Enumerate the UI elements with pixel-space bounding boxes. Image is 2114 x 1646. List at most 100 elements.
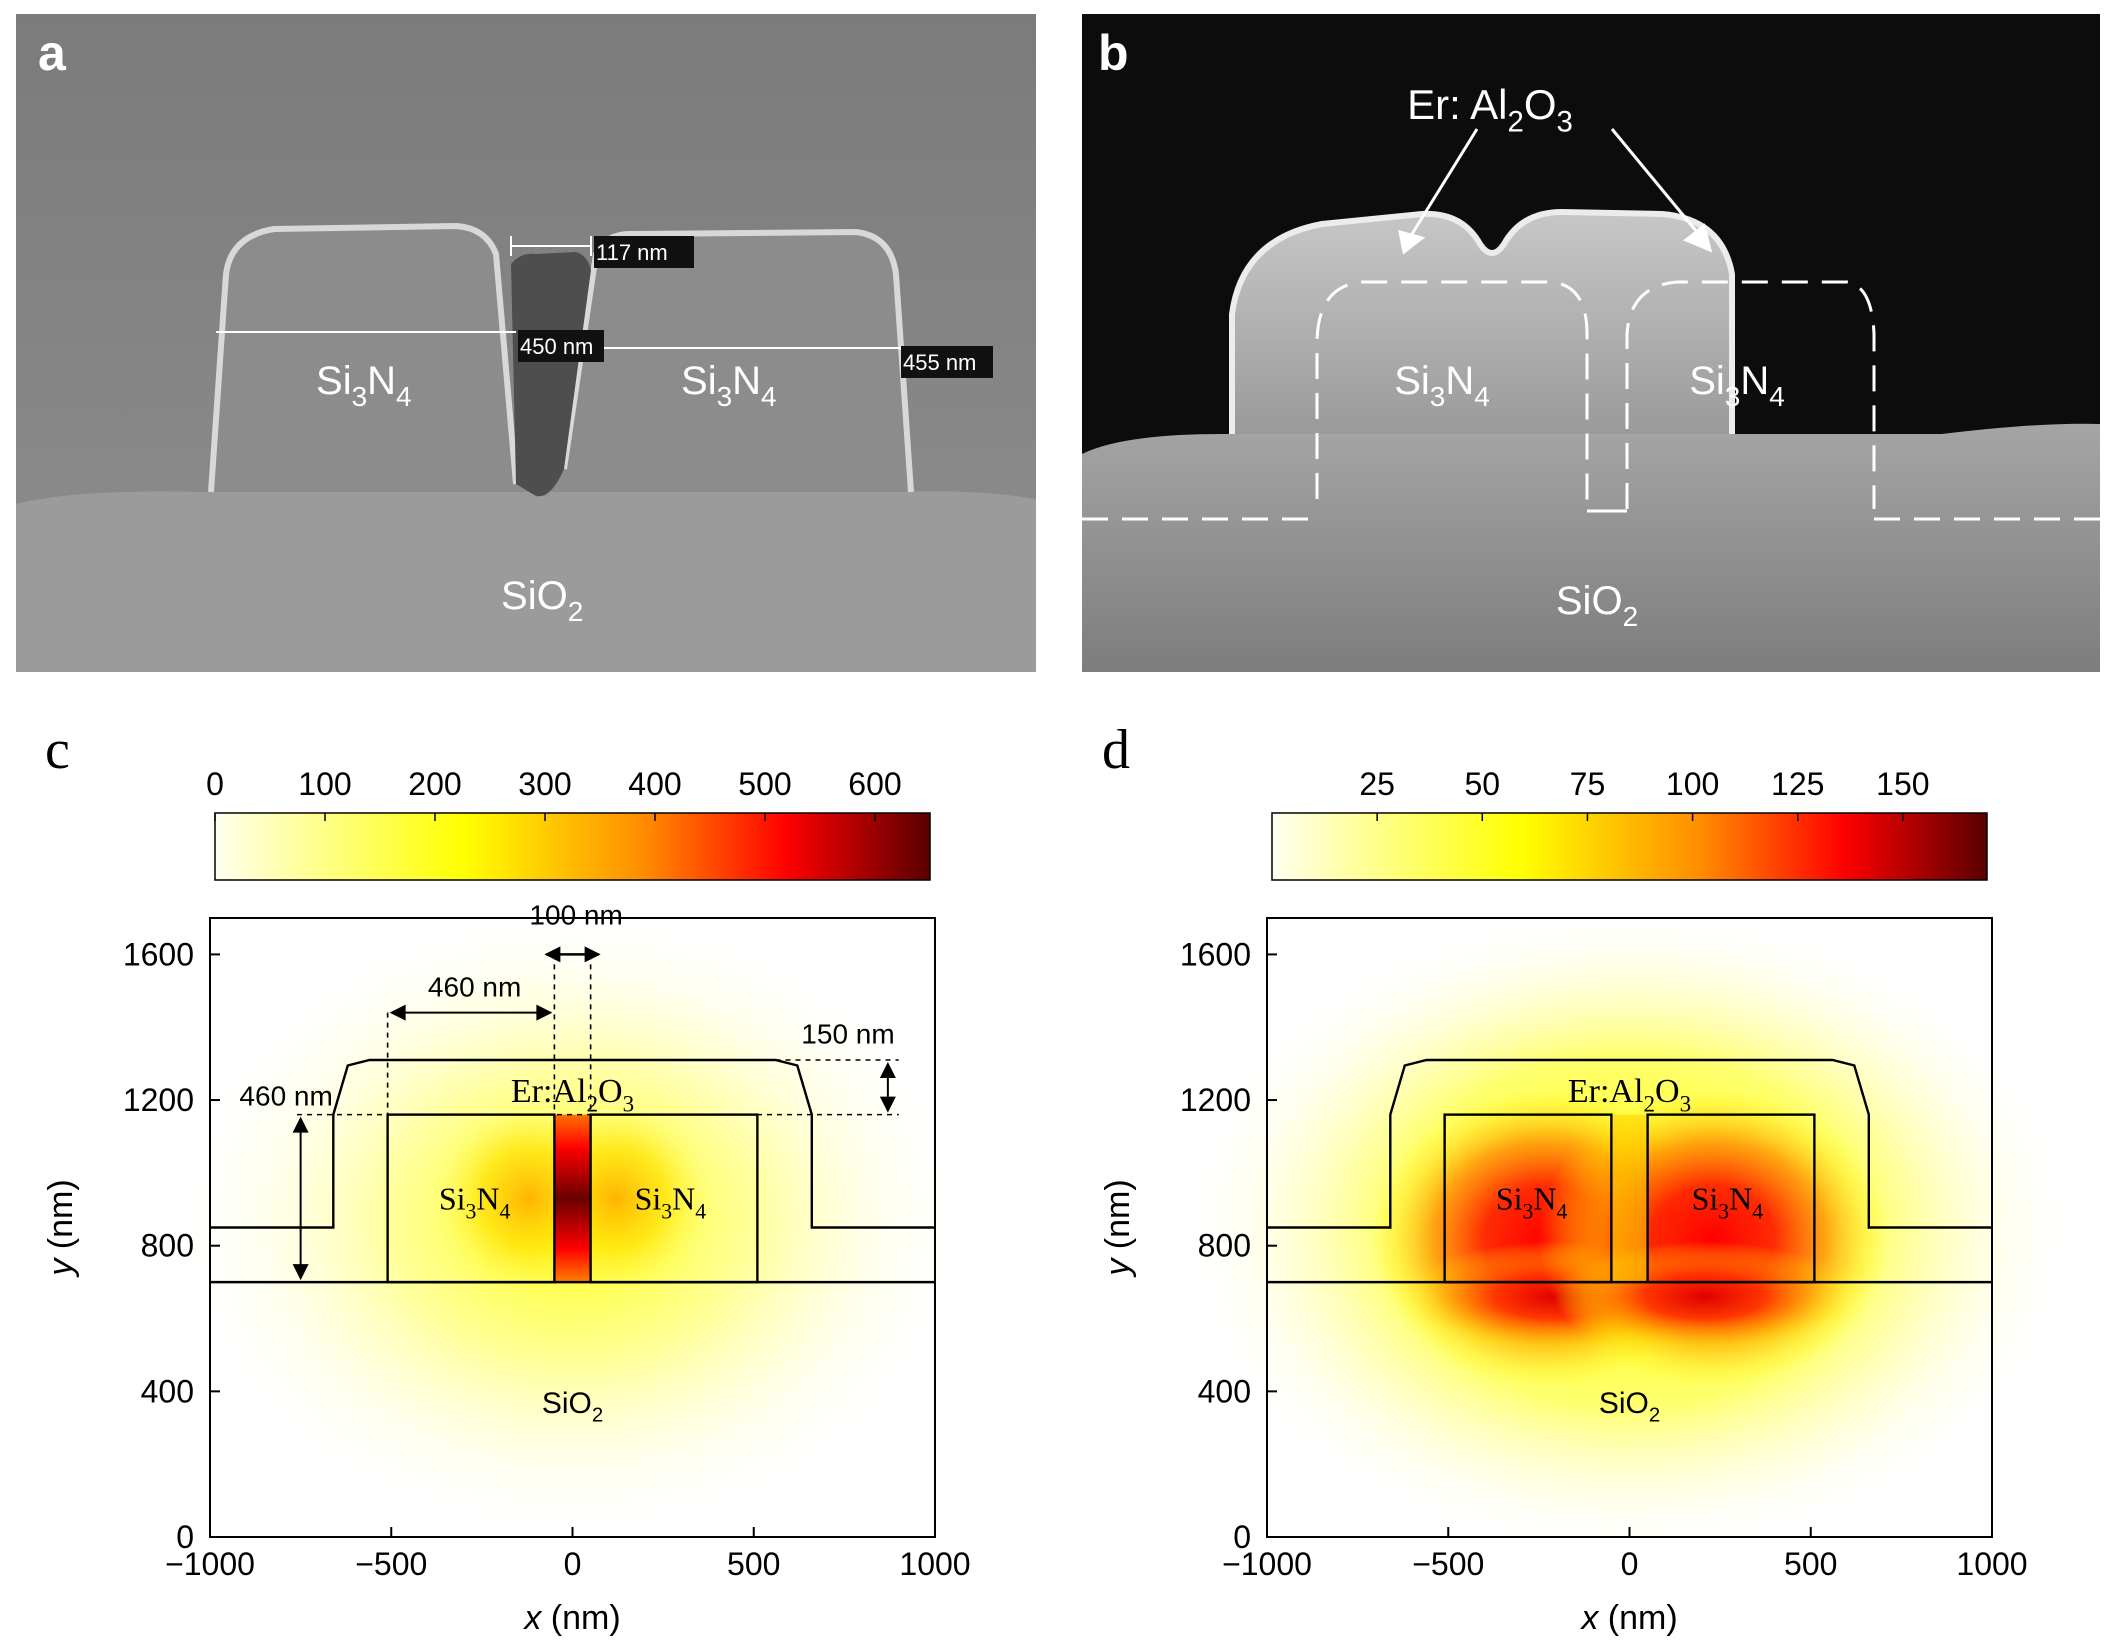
c-dim-gap: 100 nm bbox=[529, 899, 622, 930]
label-si3n4-left: Si3N4 bbox=[316, 359, 412, 412]
d-xtick-label: −1000 bbox=[1222, 1546, 1312, 1582]
d-colorbar-tick-label: 75 bbox=[1570, 766, 1606, 802]
c-colorbar-tick-label: 200 bbox=[408, 766, 461, 802]
panel-d: Er:Al2O3 Si3N4 Si3N4 SiO2 −1000 −500 0 500 1000… bbox=[1057, 700, 2114, 1646]
c-xtick-label: 0 bbox=[564, 1546, 582, 1582]
c-colorbar-tick-label: 300 bbox=[518, 766, 571, 802]
scale-gap-label: 117 nm bbox=[596, 240, 668, 265]
d-colorbar-tick-label: 125 bbox=[1771, 766, 1824, 802]
c-arrow-head bbox=[879, 1096, 896, 1113]
d-xlabel: x (nm) bbox=[1579, 1599, 1677, 1637]
c-dim-core-height: 460 nm bbox=[239, 1081, 332, 1112]
panel-d-field bbox=[1189, 911, 2070, 1552]
c-panel-letter: c bbox=[45, 719, 70, 781]
c-ylabel: y (nm) bbox=[42, 1179, 80, 1277]
c-field-core-left bbox=[387, 1114, 555, 1283]
panel-d-structure: Er:Al2O3 Si3N4 Si3N4 SiO2 bbox=[1267, 1058, 1992, 1427]
c-label-core-left: Si3N4 bbox=[439, 1180, 511, 1223]
d-xtick-label: 0 bbox=[1621, 1546, 1639, 1582]
c-xtick-label: 500 bbox=[727, 1546, 780, 1582]
d-ytick-label: 1200 bbox=[1180, 1082, 1251, 1118]
d-label-cladding: Er:Al2O3 bbox=[1568, 1073, 1691, 1118]
d-field-gap bbox=[1611, 1114, 1648, 1283]
c-colorbar-tick-label: 0 bbox=[206, 766, 224, 802]
d-field-lower-lobe bbox=[1554, 1241, 1855, 1352]
c-label-cladding: Er:Al2O3 bbox=[511, 1073, 634, 1118]
panel-c-axes: −1000 −500 0 500 1000 0 400 800 1200 1600 x (nm) y … bbox=[42, 917, 971, 1637]
c-label-substrate: SiO2 bbox=[542, 1387, 603, 1426]
c-ytick-label: 1200 bbox=[123, 1082, 194, 1118]
d-colorbar-tick-label: 150 bbox=[1876, 766, 1929, 802]
label-sio2: SiO2 bbox=[1556, 579, 1638, 632]
c-colorbar-tick-label: 400 bbox=[628, 766, 681, 802]
d-ytick-label: 0 bbox=[1233, 1519, 1251, 1555]
c-label-core-right: Si3N4 bbox=[635, 1180, 707, 1223]
c-colorbar-tick-label: 500 bbox=[738, 766, 791, 802]
d-ytick-label: 800 bbox=[1198, 1228, 1251, 1264]
panel-b-image: Er: Al2O3 Si3N4 Si3N4 SiO2 b bbox=[1082, 14, 2100, 672]
c-arrow-head bbox=[544, 946, 561, 963]
c-ytick-label: 0 bbox=[176, 1519, 194, 1555]
c-arrow-head bbox=[584, 946, 601, 963]
scale-right-label: 455 nm bbox=[903, 350, 976, 375]
d-xtick-label: −500 bbox=[1412, 1546, 1484, 1582]
panel-a-image: 117 nm 450 nm 455 nm Si3N4 Si3N4 SiO2 a bbox=[16, 14, 1036, 672]
label-sio2: SiO2 bbox=[501, 574, 583, 627]
d-xtick-label: 1000 bbox=[1956, 1546, 2027, 1582]
d-ylabel: y (nm) bbox=[1099, 1179, 1137, 1277]
panel-letter-a: a bbox=[38, 25, 67, 81]
c-arrow-head bbox=[292, 1116, 309, 1133]
d-label-core-right: Si3N4 bbox=[1692, 1180, 1764, 1223]
c-arrow-head bbox=[879, 1062, 896, 1079]
c-arrow-head bbox=[536, 1004, 553, 1021]
c-colorbar-tick-label: 600 bbox=[848, 766, 901, 802]
panel-c: Er:Al2O3 Si3N4 Si3N4 SiO2 −1000 −500 0 500 1000… bbox=[0, 700, 1057, 1646]
panel-letter-b: b bbox=[1098, 25, 1129, 81]
panel-a: 117 nm 450 nm 455 nm Si3N4 Si3N4 SiO2 a bbox=[16, 14, 1036, 672]
panel-c-colorbar: 0 100 200 300 400 500 600 c bbox=[45, 719, 931, 881]
panel-d-axes: −1000 −500 0 500 1000 0 400 800 1200 1600 x (nm) y … bbox=[1099, 917, 2028, 1637]
c-ytick-label: 800 bbox=[141, 1228, 194, 1264]
c-ytick-label: 400 bbox=[141, 1373, 194, 1409]
d-xtick-label: 500 bbox=[1784, 1546, 1837, 1582]
panel-c-structure: Er:Al2O3 Si3N4 Si3N4 SiO2 bbox=[210, 1058, 935, 1427]
label-si3n4-right: Si3N4 bbox=[1689, 359, 1785, 412]
c-colorbar-bar bbox=[214, 812, 931, 881]
c-xtick-label: 1000 bbox=[899, 1546, 970, 1582]
d-label-core-left: Si3N4 bbox=[1496, 1180, 1568, 1223]
label-si3n4-right: Si3N4 bbox=[681, 359, 777, 412]
c-xtick-label: −1000 bbox=[165, 1546, 255, 1582]
c-core-right bbox=[589, 1113, 759, 1284]
d-core-left bbox=[1443, 1113, 1613, 1284]
panel-b: Er: Al2O3 Si3N4 Si3N4 SiO2 b bbox=[1082, 14, 2100, 672]
d-label-substrate: SiO2 bbox=[1599, 1387, 1660, 1426]
c-xtick-label: −500 bbox=[355, 1546, 427, 1582]
d-ytick-label: 1600 bbox=[1180, 936, 1251, 972]
d-colorbar-bar bbox=[1271, 812, 1988, 881]
panel-c-annotations: 100 nm 460 nm 150 nm 460 nm bbox=[239, 899, 899, 1281]
c-dim-core-width: 460 nm bbox=[428, 972, 521, 1003]
scale-left-label: 450 nm bbox=[520, 334, 593, 359]
c-arrow-head bbox=[389, 1004, 406, 1021]
c-ytick-label: 1600 bbox=[123, 936, 194, 972]
panel-d-colorbar: 25 50 75 100 125 150 d bbox=[1102, 719, 1988, 881]
label-si3n4-left: Si3N4 bbox=[1394, 359, 1490, 412]
d-colorbar-tick-label: 25 bbox=[1359, 766, 1395, 802]
c-dim-clad-thickness: 150 nm bbox=[801, 1019, 894, 1050]
d-core-right bbox=[1646, 1113, 1816, 1284]
d-colorbar-tick-label: 50 bbox=[1464, 766, 1500, 802]
c-field-core-right bbox=[590, 1114, 758, 1283]
d-ytick-label: 400 bbox=[1198, 1373, 1251, 1409]
c-cladding-outline bbox=[210, 1058, 935, 1229]
label-er-al2o3: Er: Al2O3 bbox=[1407, 81, 1573, 139]
d-cladding-outline bbox=[1267, 1058, 1992, 1229]
d-colorbar-tick-label: 100 bbox=[1666, 766, 1719, 802]
d-panel-letter: d bbox=[1102, 719, 1130, 781]
panel-c-field bbox=[182, 912, 963, 1537]
c-xlabel: x (nm) bbox=[522, 1599, 620, 1637]
c-colorbar-tick-label: 100 bbox=[298, 766, 351, 802]
c-field-gap bbox=[554, 1114, 591, 1283]
c-arrow-head bbox=[292, 1264, 309, 1281]
